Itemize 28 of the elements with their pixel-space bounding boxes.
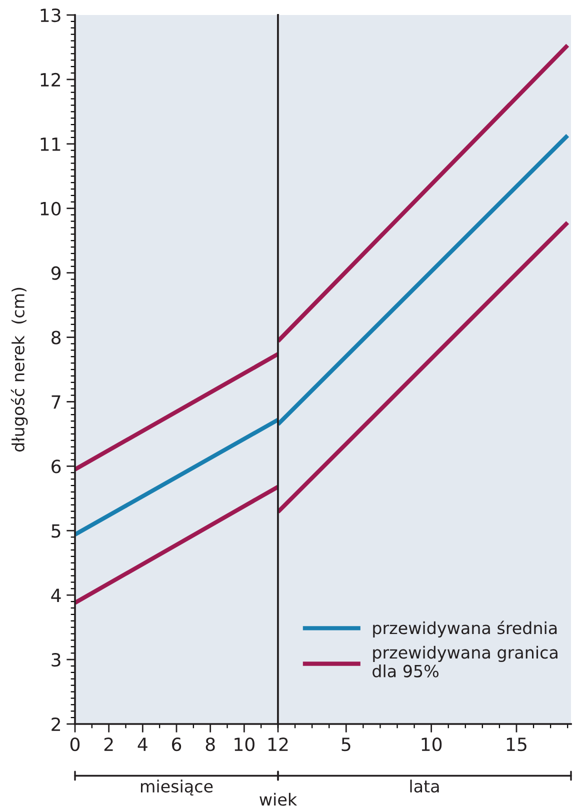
x-tick-label: 4	[138, 738, 148, 751]
y-tick-label: 9	[51, 266, 61, 280]
x-tick-label: 2	[104, 738, 113, 751]
x-tick-label: 10	[422, 738, 442, 752]
x-axis-title: miesiące	[140, 780, 213, 796]
x-tick-label: 8	[206, 738, 215, 752]
x-tick-label: 0	[70, 738, 80, 752]
legend-label: przewidywana średnia	[373, 620, 557, 638]
y-tick-label: 10	[40, 202, 61, 216]
x-tick-label: 10	[234, 738, 254, 752]
y-tick-label: 7	[52, 395, 60, 409]
y-tick-label: 4	[51, 588, 61, 602]
x-axis-title: lata	[410, 780, 439, 793]
y-tick-label: 13	[40, 8, 60, 22]
y-tick-label: 3	[52, 653, 60, 667]
x-tick-label: 12	[268, 738, 288, 751]
legend-label: przewidywana granica dla 95%	[372, 646, 558, 678]
y-tick-label: 12	[40, 72, 60, 86]
y-axis-title: długość nerek (cm)	[10, 288, 28, 452]
y-tick-label: 8	[52, 330, 61, 344]
y-tick-label: 5	[52, 524, 60, 538]
text: wiek	[260, 792, 298, 806]
x-tick-label: 15	[506, 738, 526, 752]
x-tick-label: 6	[172, 738, 182, 752]
y-tick-label: 11	[40, 138, 60, 151]
x-tick-label: 5	[342, 738, 350, 752]
y-tick-label: 2	[52, 717, 60, 731]
y-tick-label: 6	[52, 460, 61, 474]
